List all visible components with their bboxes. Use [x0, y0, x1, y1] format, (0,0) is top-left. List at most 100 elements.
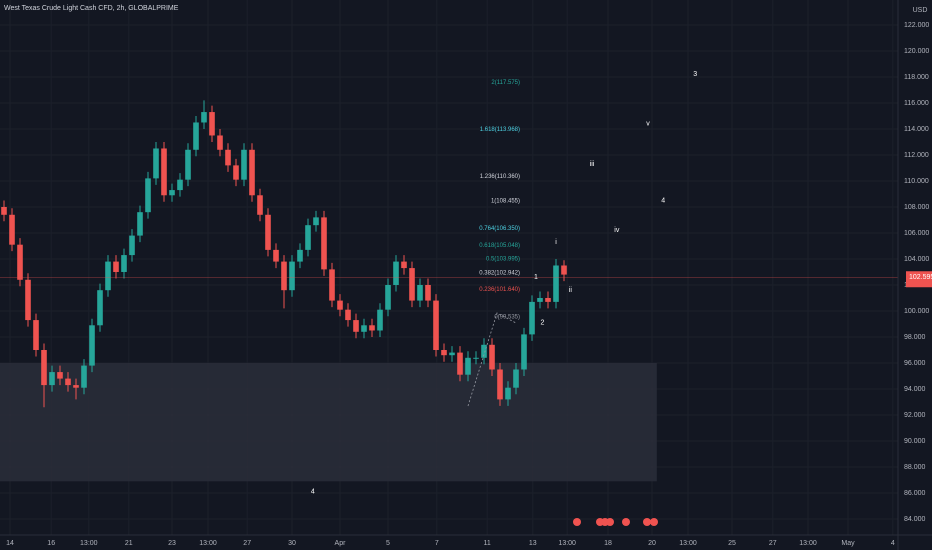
candle-body — [257, 195, 263, 215]
wave-label: 4 — [661, 197, 665, 204]
candle-body — [81, 365, 87, 388]
candle-body — [561, 265, 567, 275]
candle-body — [185, 149, 191, 180]
candle-body — [73, 385, 79, 388]
x-tick-label: 21 — [125, 540, 133, 547]
wave-label: iv — [614, 227, 620, 234]
event-icon[interactable] — [650, 518, 658, 526]
wave-label: i — [555, 239, 557, 246]
event-icons — [573, 518, 658, 526]
candle-body — [105, 261, 111, 291]
wave-label: 1 — [534, 274, 538, 281]
last-price-label: 102.595 — [909, 274, 932, 281]
candle-body — [193, 122, 199, 150]
candle-body — [553, 265, 559, 302]
candle-body — [281, 261, 287, 291]
candle-body — [473, 357, 479, 359]
candle-body — [145, 178, 151, 213]
candle-body — [425, 284, 431, 301]
x-tick-label: Apr — [335, 540, 347, 547]
axes: 84.000 86.000 88.000 90.000 92.000 94.000 96.0… — [6, 22, 932, 547]
x-tick-label: 16 — [47, 540, 55, 547]
candle-body — [457, 352, 463, 375]
candle-body — [329, 269, 335, 301]
y-tick-label: 86.000 — [904, 490, 926, 497]
candle-body — [201, 112, 207, 123]
wave-label: 2 — [540, 320, 544, 327]
x-tick-label: 23 — [168, 540, 176, 547]
candle-body — [169, 190, 175, 196]
x-tick-label: 13:00 — [199, 540, 217, 547]
candle-body — [537, 297, 543, 302]
candle-body — [377, 309, 383, 331]
candles — [1, 100, 567, 408]
event-icon[interactable] — [606, 518, 614, 526]
candle-body — [545, 297, 551, 302]
x-tick-label: 25 — [728, 540, 736, 547]
candle-body — [521, 334, 527, 370]
x-tick-label: 5 — [386, 540, 390, 547]
candle-body — [497, 369, 503, 400]
x-tick-label: 18 — [604, 540, 612, 547]
y-tick-label: 98.000 — [904, 334, 926, 341]
x-tick-label: 27 — [769, 540, 777, 547]
fib-trend-line — [467, 312, 517, 407]
candle-body — [25, 279, 31, 321]
candle-body — [33, 320, 39, 350]
candle-body — [313, 217, 319, 226]
candle-body — [233, 165, 239, 180]
candle-body — [361, 325, 367, 332]
candle-body — [17, 244, 23, 280]
fib-level-label: 2(117.575) — [491, 80, 520, 86]
x-tick-label: 13:00 — [799, 540, 817, 547]
event-icon[interactable] — [643, 518, 651, 526]
x-tick-label: 20 — [648, 540, 656, 547]
x-tick-label: 7 — [435, 540, 439, 547]
candle-body — [49, 372, 55, 386]
fib-level-label: 0.382(102.942) — [479, 270, 520, 276]
candle-body — [1, 206, 7, 215]
event-icon[interactable] — [573, 518, 581, 526]
y-tick-label: 90.000 — [904, 438, 926, 445]
candle-body — [273, 249, 279, 262]
y-tick-label: 118.000 — [904, 74, 929, 81]
candle-body — [97, 290, 103, 326]
fib-level-label: 0.764(106.350) — [479, 226, 520, 232]
candle-body — [465, 357, 471, 375]
fib-level-label: 0.236(101.640) — [479, 287, 520, 293]
candle-body — [489, 344, 495, 370]
candle-body — [345, 309, 351, 321]
wave-label: iii — [590, 161, 595, 168]
candle-body — [225, 149, 231, 166]
candle-body — [9, 214, 15, 245]
candle-body — [241, 149, 247, 180]
wave-label: 3 — [693, 71, 697, 78]
y-tick-label: 94.000 — [904, 386, 926, 393]
x-tick-label: 13:00 — [679, 540, 697, 547]
candle-body — [393, 261, 399, 285]
x-tick-label: 13:00 — [558, 540, 576, 547]
event-icon[interactable] — [622, 518, 630, 526]
annotations: 2(117.575) 1.618(113.968) 1.236(110.360) 1(… — [0, 71, 898, 496]
candle-body — [121, 255, 127, 272]
candle-body — [161, 148, 167, 196]
candle-body — [505, 387, 511, 400]
last-price-box — [906, 271, 932, 288]
fib-level-label: 1.618(113.968) — [480, 127, 520, 133]
x-tick-label: 30 — [288, 540, 296, 547]
candle-body — [65, 378, 71, 386]
candle-body — [209, 112, 215, 136]
x-tick-label: May — [841, 540, 855, 547]
candle-body — [481, 344, 487, 358]
y-tick-label: 122.000 — [904, 22, 929, 29]
supply-demand-zone — [0, 362, 657, 482]
wave-label: 4 — [311, 489, 315, 496]
x-tick-label: 13 — [529, 540, 537, 547]
candle-body — [217, 135, 223, 150]
fib-level-label: 0(99.535) — [494, 315, 520, 321]
candle-body — [409, 268, 415, 301]
x-tick-label: 27 — [243, 540, 251, 547]
candle-body — [57, 372, 63, 379]
candle-body — [441, 349, 447, 356]
